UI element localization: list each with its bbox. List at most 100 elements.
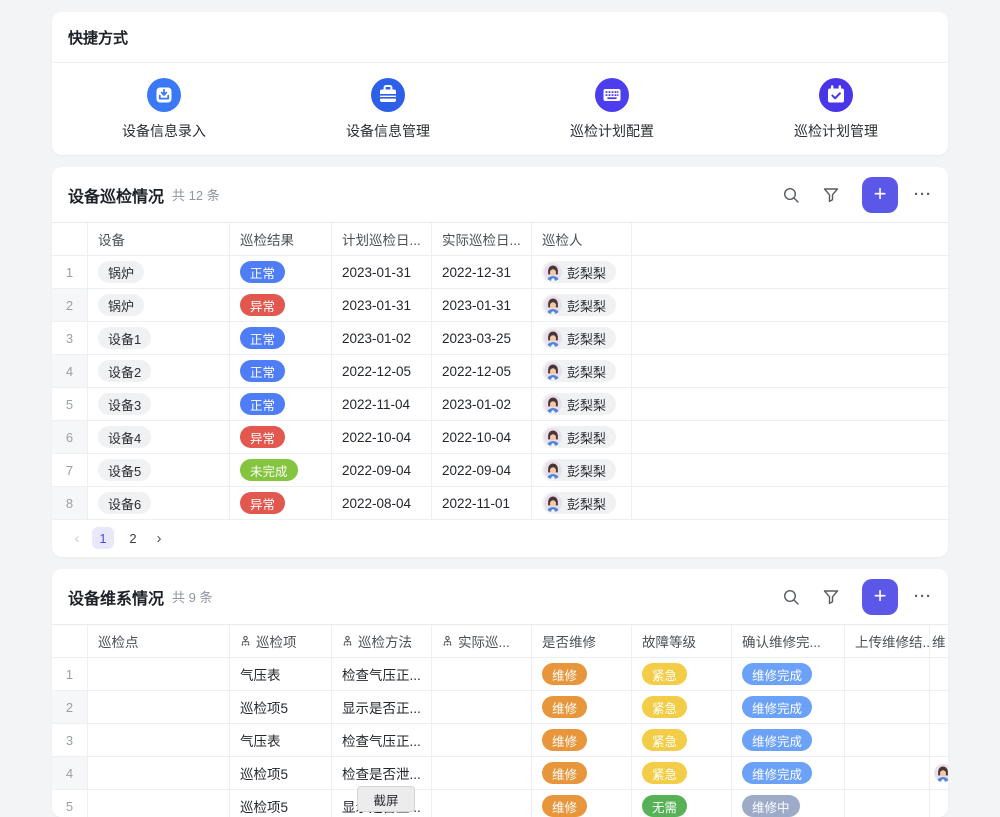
add-record-button[interactable]: + xyxy=(862,578,898,615)
result-cell[interactable]: 正常 xyxy=(230,355,332,387)
filter-icon[interactable] xyxy=(822,588,840,606)
confirm-cell[interactable]: 维修完成 xyxy=(732,658,845,690)
empty-cell[interactable] xyxy=(632,388,948,420)
last-cell[interactable] xyxy=(930,757,948,789)
method-cell[interactable]: 显示是否正... xyxy=(332,691,432,723)
method-cell[interactable]: 检查气压正... xyxy=(332,724,432,756)
point-cell[interactable] xyxy=(88,658,230,690)
actual-date-cell[interactable]: 2022-12-31 xyxy=(432,256,532,288)
method-cell[interactable]: 检查是否泄... xyxy=(332,757,432,789)
shortcut-device-manage[interactable]: 设备信息管理 xyxy=(276,63,500,155)
search-icon[interactable] xyxy=(782,186,800,204)
add-record-button[interactable]: + xyxy=(862,176,898,213)
device-cell[interactable]: 设备4 xyxy=(88,421,230,453)
level-cell[interactable]: 紧急 xyxy=(632,691,732,723)
result-cell[interactable]: 正常 xyxy=(230,388,332,420)
actual-date-cell[interactable]: 2023-01-31 xyxy=(432,289,532,321)
actual-date-cell[interactable]: 2023-01-02 xyxy=(432,388,532,420)
inspector-cell[interactable]: 彭梨梨 xyxy=(532,487,632,519)
upload-cell[interactable] xyxy=(845,757,930,789)
inspector-cell[interactable]: 彭梨梨 xyxy=(532,388,632,420)
plan-date-cell[interactable]: 2022-10-04 xyxy=(332,421,432,453)
item-cell[interactable]: 巡检项5 xyxy=(230,790,332,817)
result-cell[interactable]: 异常 xyxy=(230,289,332,321)
plan-date-cell[interactable]: 2023-01-31 xyxy=(332,256,432,288)
empty-cell[interactable] xyxy=(632,454,948,486)
inspector-cell[interactable]: 彭梨梨 xyxy=(532,355,632,387)
actual-date-cell[interactable]: 2022-10-04 xyxy=(432,421,532,453)
item-cell[interactable]: 巡检项5 xyxy=(230,757,332,789)
level-cell[interactable]: 紧急 xyxy=(632,658,732,690)
point-cell[interactable] xyxy=(88,724,230,756)
next-page-icon[interactable]: › xyxy=(156,529,162,547)
prev-page-icon[interactable]: ‹ xyxy=(74,529,80,547)
result-cell[interactable]: 异常 xyxy=(230,487,332,519)
more-icon[interactable]: ··· xyxy=(914,186,932,203)
shortcut-plan-config[interactable]: 巡检计划配置 xyxy=(500,63,724,155)
item-cell[interactable]: 巡检项5 xyxy=(230,691,332,723)
empty-cell[interactable] xyxy=(632,487,948,519)
level-cell[interactable]: 无需 xyxy=(632,790,732,817)
repair-cell[interactable]: 维修 xyxy=(532,691,632,723)
point-cell[interactable] xyxy=(88,790,230,817)
upload-cell[interactable] xyxy=(845,790,930,817)
repair-cell[interactable]: 维修 xyxy=(532,790,632,817)
device-cell[interactable]: 设备2 xyxy=(88,355,230,387)
upload-cell[interactable] xyxy=(845,724,930,756)
actual-cell[interactable] xyxy=(432,691,532,723)
inspector-cell[interactable]: 彭梨梨 xyxy=(532,322,632,354)
actual-date-cell[interactable]: 2023-03-25 xyxy=(432,322,532,354)
search-icon[interactable] xyxy=(782,588,800,606)
empty-cell[interactable] xyxy=(632,355,948,387)
empty-cell[interactable] xyxy=(632,289,948,321)
result-cell[interactable]: 未完成 xyxy=(230,454,332,486)
device-cell[interactable]: 锅炉 xyxy=(88,256,230,288)
last-cell[interactable] xyxy=(930,724,948,756)
inspector-cell[interactable]: 彭梨梨 xyxy=(532,289,632,321)
actual-cell[interactable] xyxy=(432,757,532,789)
method-cell[interactable]: 检查气压正... xyxy=(332,658,432,690)
inspector-cell[interactable]: 彭梨梨 xyxy=(532,256,632,288)
shortcut-plan-manage[interactable]: 巡检计划管理 xyxy=(724,63,948,155)
empty-cell[interactable] xyxy=(632,322,948,354)
level-cell[interactable]: 紧急 xyxy=(632,757,732,789)
item-cell[interactable]: 气压表 xyxy=(230,724,332,756)
repair-cell[interactable]: 维修 xyxy=(532,724,632,756)
device-cell[interactable]: 设备3 xyxy=(88,388,230,420)
result-cell[interactable]: 正常 xyxy=(230,256,332,288)
actual-date-cell[interactable]: 2022-12-05 xyxy=(432,355,532,387)
actual-date-cell[interactable]: 2022-11-01 xyxy=(432,487,532,519)
actual-date-cell[interactable]: 2022-09-04 xyxy=(432,454,532,486)
more-icon[interactable]: ··· xyxy=(914,588,932,605)
plan-date-cell[interactable]: 2022-12-05 xyxy=(332,355,432,387)
page-1-button[interactable]: 1 xyxy=(92,527,114,549)
repair-cell[interactable]: 维修 xyxy=(532,757,632,789)
empty-cell[interactable] xyxy=(632,421,948,453)
plan-date-cell[interactable]: 2022-11-04 xyxy=(332,388,432,420)
filter-icon[interactable] xyxy=(822,186,840,204)
result-cell[interactable]: 正常 xyxy=(230,322,332,354)
empty-cell[interactable] xyxy=(632,256,948,288)
plan-date-cell[interactable]: 2022-09-04 xyxy=(332,454,432,486)
level-cell[interactable]: 紧急 xyxy=(632,724,732,756)
device-cell[interactable]: 锅炉 xyxy=(88,289,230,321)
device-cell[interactable]: 设备1 xyxy=(88,322,230,354)
result-cell[interactable]: 异常 xyxy=(230,421,332,453)
inspector-cell[interactable]: 彭梨梨 xyxy=(532,421,632,453)
device-cell[interactable]: 设备6 xyxy=(88,487,230,519)
confirm-cell[interactable]: 维修完成 xyxy=(732,691,845,723)
point-cell[interactable] xyxy=(88,757,230,789)
last-cell[interactable] xyxy=(930,658,948,690)
item-cell[interactable]: 气压表 xyxy=(230,658,332,690)
confirm-cell[interactable]: 维修中 xyxy=(732,790,845,817)
upload-cell[interactable] xyxy=(845,658,930,690)
plan-date-cell[interactable]: 2023-01-31 xyxy=(332,289,432,321)
actual-cell[interactable] xyxy=(432,658,532,690)
plan-date-cell[interactable]: 2022-08-04 xyxy=(332,487,432,519)
point-cell[interactable] xyxy=(88,691,230,723)
page-2-button[interactable]: 2 xyxy=(129,530,137,546)
actual-cell[interactable] xyxy=(432,724,532,756)
repair-cell[interactable]: 维修 xyxy=(532,658,632,690)
device-cell[interactable]: 设备5 xyxy=(88,454,230,486)
confirm-cell[interactable]: 维修完成 xyxy=(732,757,845,789)
